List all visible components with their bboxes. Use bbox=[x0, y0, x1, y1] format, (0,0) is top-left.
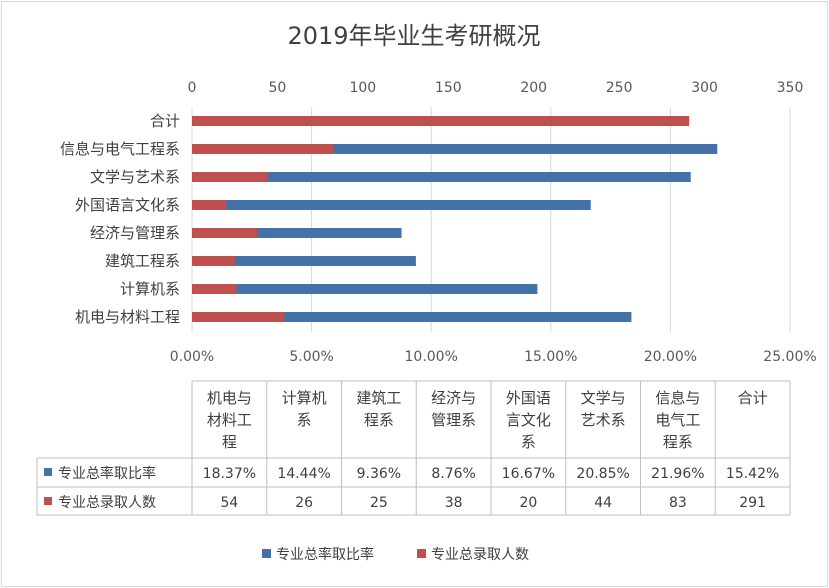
table-cell: 38 bbox=[445, 495, 463, 511]
table-header: 计算机 bbox=[282, 389, 327, 407]
top-tick-label: 250 bbox=[606, 80, 633, 96]
bottom-tick-label: 15.00% bbox=[524, 349, 577, 365]
bar-rate bbox=[192, 172, 691, 182]
table-header: 管理系 bbox=[431, 411, 476, 429]
bottom-tick-label: 0.00% bbox=[170, 349, 214, 365]
table-cell: 291 bbox=[739, 495, 766, 511]
legend-label: 专业总录取人数 bbox=[431, 547, 529, 563]
category-label: 文学与艺术系 bbox=[90, 168, 180, 186]
table-header: 程系 bbox=[663, 433, 693, 451]
top-tick-label: 150 bbox=[435, 80, 462, 96]
top-tick-label: 200 bbox=[520, 80, 547, 96]
bar-count bbox=[192, 312, 285, 322]
top-tick-label: 100 bbox=[349, 80, 376, 96]
table-cell: 25 bbox=[370, 495, 388, 511]
legend-key-count bbox=[44, 497, 52, 505]
bar-count bbox=[192, 172, 268, 182]
chart-title: 2019年毕业生考研概况 bbox=[287, 22, 540, 50]
bar-rate bbox=[192, 228, 402, 238]
bar-count bbox=[192, 284, 237, 294]
bottom-tick-label: 10.00% bbox=[405, 349, 458, 365]
table-header: 系 bbox=[297, 411, 312, 429]
table-header: 程 bbox=[222, 433, 237, 451]
table-header: 系 bbox=[521, 433, 536, 451]
table-header: 建筑工 bbox=[356, 389, 401, 407]
table-cell: 21.96% bbox=[651, 466, 704, 482]
table-cell: 83 bbox=[669, 495, 687, 511]
category-label: 机电与材料工程 bbox=[75, 308, 180, 326]
category-label: 信息与电气工程系 bbox=[60, 140, 180, 158]
legend-label: 专业总率取比率 bbox=[276, 546, 374, 563]
bar-rate bbox=[192, 256, 416, 266]
table-header: 电气工 bbox=[655, 411, 700, 429]
legend-swatch bbox=[262, 549, 271, 558]
bottom-tick-label: 25.00% bbox=[763, 349, 816, 365]
table-header: 艺术系 bbox=[581, 411, 626, 429]
table-cell: 20.85% bbox=[576, 466, 629, 482]
table-cell: 8.76% bbox=[431, 466, 475, 482]
table-header: 文学与 bbox=[581, 389, 626, 407]
row-label: 专业总率取比率 bbox=[58, 465, 156, 482]
legend-swatch bbox=[417, 549, 426, 558]
table-header: 言文化 bbox=[506, 411, 551, 429]
top-tick-label: 300 bbox=[691, 80, 718, 96]
table-header: 合计 bbox=[738, 389, 768, 407]
category-label: 外国语言文化系 bbox=[75, 196, 180, 214]
bottom-tick-label: 5.00% bbox=[289, 349, 333, 365]
bar-count bbox=[192, 228, 257, 238]
top-tick-label: 350 bbox=[777, 80, 804, 96]
top-tick-label: 50 bbox=[269, 80, 287, 96]
table-cell: 16.67% bbox=[502, 466, 555, 482]
table-cell: 15.42% bbox=[726, 466, 779, 482]
table-cell: 9.36% bbox=[357, 466, 401, 482]
category-label: 计算机系 bbox=[120, 280, 180, 298]
table-header: 程系 bbox=[364, 411, 394, 429]
table-cell: 26 bbox=[295, 495, 313, 511]
category-label: 合计 bbox=[150, 112, 180, 130]
table-header: 机电与 bbox=[207, 389, 252, 407]
table-cell: 20 bbox=[519, 495, 537, 511]
table-header: 外国语 bbox=[506, 389, 551, 407]
bar-rate bbox=[192, 144, 718, 154]
table-cell: 54 bbox=[220, 495, 238, 511]
bar-count bbox=[192, 116, 690, 126]
table-header: 材料工 bbox=[207, 411, 252, 429]
category-label: 建筑工程系 bbox=[105, 252, 180, 270]
top-tick-label: 0 bbox=[188, 80, 197, 96]
table-header: 经济与 bbox=[431, 389, 476, 407]
category-label: 经济与管理系 bbox=[90, 224, 180, 242]
table-cell: 44 bbox=[594, 495, 612, 511]
table-cell: 14.44% bbox=[277, 466, 330, 482]
bar-rate bbox=[192, 200, 591, 210]
legend-key-rate bbox=[44, 468, 52, 476]
bar-count bbox=[192, 256, 235, 266]
table-header: 信息与 bbox=[655, 389, 700, 407]
bar-rate bbox=[192, 284, 538, 294]
table-cell: 18.37% bbox=[203, 466, 256, 482]
bar-count bbox=[192, 200, 227, 210]
row-label: 专业总录取人数 bbox=[58, 495, 156, 511]
bar-rate bbox=[192, 312, 632, 322]
bottom-tick-label: 20.00% bbox=[644, 349, 697, 365]
bar-count bbox=[192, 144, 334, 154]
